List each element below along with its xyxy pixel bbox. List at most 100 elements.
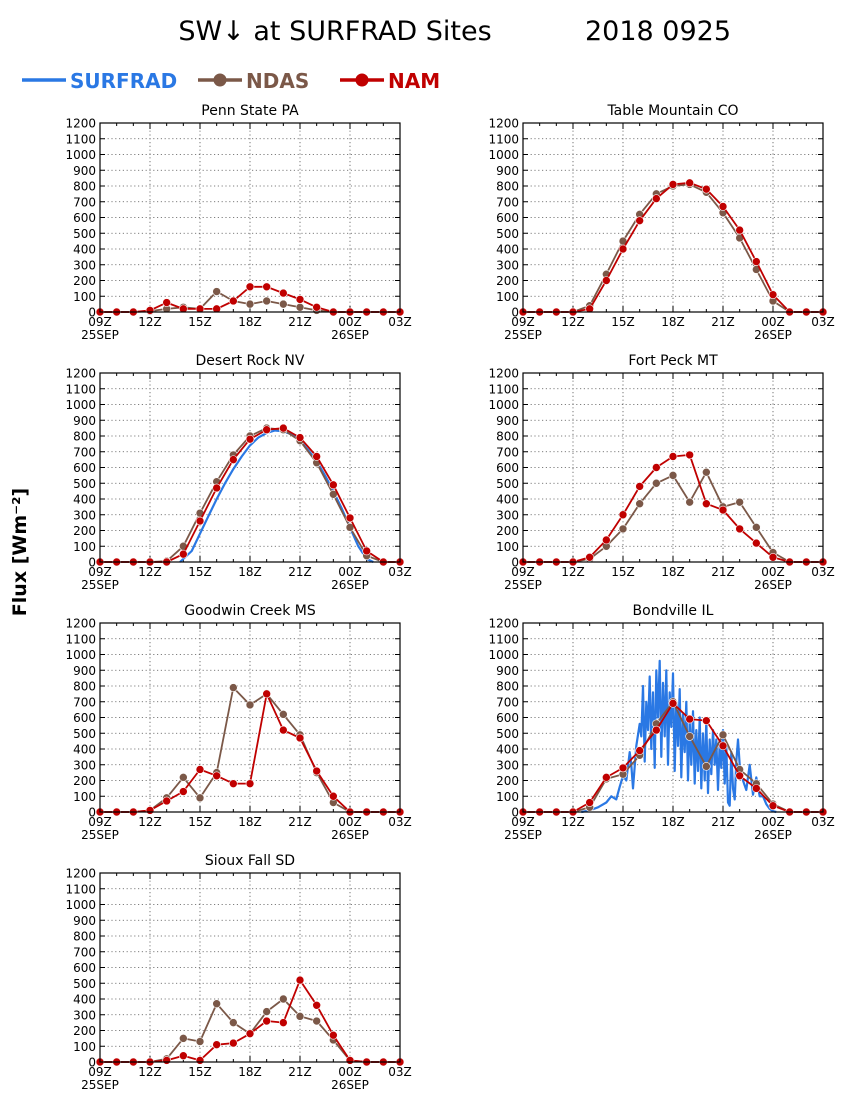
x-tick-label: 15Z bbox=[188, 565, 212, 579]
y-tick-label: 300 bbox=[496, 258, 519, 272]
y-tick-label: 1100 bbox=[65, 382, 96, 396]
panel-title: Goodwin Creek MS bbox=[184, 603, 316, 619]
x-date-label: 25SEP bbox=[81, 578, 119, 592]
data-point-nam bbox=[212, 483, 221, 493]
x-tick-label: 18Z bbox=[661, 815, 685, 829]
y-tick-label: 600 bbox=[73, 961, 96, 975]
data-point-nam bbox=[602, 535, 611, 545]
data-point-nam bbox=[312, 766, 321, 776]
x-tick-label: 09Z bbox=[511, 315, 535, 329]
data-point-nam bbox=[635, 482, 644, 491]
y-tick-label: 500 bbox=[73, 477, 96, 491]
panel-bondville-il: Bondville IL0100200300400500600700800900… bbox=[488, 603, 834, 842]
panels: Penn State PA010020030040050060070080090… bbox=[65, 103, 834, 1092]
x-tick-label: 03Z bbox=[811, 315, 835, 329]
data-point-ndas bbox=[262, 296, 271, 306]
y-tick-label: 900 bbox=[496, 664, 519, 678]
y-tick-label: 1000 bbox=[65, 898, 96, 912]
data-point-nam bbox=[312, 1000, 321, 1010]
data-point-nam bbox=[602, 276, 611, 285]
legend-label-ndas: NDAS bbox=[246, 69, 309, 93]
y-tick-label: 700 bbox=[496, 195, 519, 209]
y-tick-label: 1100 bbox=[65, 632, 96, 646]
y-tick-label: 1200 bbox=[488, 367, 519, 381]
y-tick-label: 200 bbox=[73, 274, 96, 288]
data-point-nam bbox=[195, 1056, 205, 1065]
y-tick-label: 100 bbox=[496, 790, 519, 804]
y-tick-label: 700 bbox=[496, 695, 519, 709]
data-point-nam bbox=[279, 1018, 288, 1027]
x-tick-label: 21Z bbox=[711, 315, 735, 329]
data-point-ndas bbox=[702, 762, 711, 771]
x-tick-label: 09Z bbox=[88, 565, 112, 579]
data-point-nam bbox=[635, 216, 644, 225]
y-tick-label: 1100 bbox=[488, 132, 519, 146]
legend-label-surfrad: SURFRAD bbox=[70, 69, 177, 93]
y-tick-label: 100 bbox=[73, 1040, 96, 1054]
data-point-nam bbox=[768, 801, 778, 811]
y-tick-label: 100 bbox=[73, 790, 96, 804]
data-point-nam bbox=[768, 552, 778, 562]
data-point-ndas bbox=[279, 710, 288, 719]
data-point-ndas bbox=[312, 1016, 321, 1026]
y-tick-label: 900 bbox=[73, 414, 96, 428]
y-tick-label: 300 bbox=[496, 508, 519, 522]
data-point-ndas bbox=[718, 730, 728, 740]
y-tick-label: 500 bbox=[496, 477, 519, 491]
legend-label-nam: NAM bbox=[388, 69, 440, 93]
data-point-nam bbox=[145, 306, 155, 315]
panel-frame bbox=[99, 622, 401, 813]
data-point-nam bbox=[585, 552, 594, 562]
x-date-label: 25SEP bbox=[504, 828, 542, 842]
y-tick-label: 1200 bbox=[65, 117, 96, 131]
x-tick-label: 18Z bbox=[238, 315, 262, 329]
figure-date: 2018 0925 bbox=[585, 16, 731, 47]
x-tick-label: 21Z bbox=[288, 565, 312, 579]
y-tick-label: 700 bbox=[73, 945, 96, 959]
y-tick-label: 200 bbox=[496, 274, 519, 288]
data-point-ndas bbox=[245, 700, 255, 710]
y-tick-label: 1000 bbox=[488, 648, 519, 662]
data-point-nam bbox=[212, 771, 221, 781]
panel-title: Penn State PA bbox=[201, 103, 299, 119]
x-tick-label: 00Z bbox=[761, 565, 785, 579]
x-date-label: 26SEP bbox=[754, 828, 792, 842]
data-point-ndas bbox=[245, 299, 255, 309]
x-tick-label: 09Z bbox=[511, 565, 535, 579]
panel-sioux-fall-sd: Sioux Fall SD010020030040050060070080090… bbox=[65, 853, 411, 1092]
data-point-ndas bbox=[262, 1007, 271, 1016]
y-tick-label: 0 bbox=[511, 556, 519, 570]
x-tick-label: 03Z bbox=[811, 565, 835, 579]
x-tick-label: 21Z bbox=[288, 1065, 312, 1079]
y-tick-label: 300 bbox=[73, 258, 96, 272]
data-point-nam bbox=[752, 538, 761, 548]
data-point-nam bbox=[312, 302, 321, 312]
y-tick-label: 600 bbox=[73, 211, 96, 225]
legend: SURFRAD NDAS NAM bbox=[22, 69, 440, 93]
y-tick-label: 1000 bbox=[65, 148, 96, 162]
y-tick-label: 1000 bbox=[488, 398, 519, 412]
data-point-ndas bbox=[685, 732, 694, 741]
y-tick-label: 800 bbox=[73, 930, 96, 944]
x-date-label: 26SEP bbox=[754, 578, 792, 592]
y-tick-label: 900 bbox=[73, 914, 96, 928]
y-tick-label: 300 bbox=[496, 758, 519, 772]
data-point-nam bbox=[162, 1056, 171, 1065]
x-tick-label: 00Z bbox=[338, 315, 362, 329]
y-tick-label: 0 bbox=[88, 556, 96, 570]
y-tick-label: 200 bbox=[496, 524, 519, 538]
data-point-nam bbox=[229, 296, 238, 306]
data-point-nam bbox=[262, 689, 271, 699]
data-point-ndas bbox=[229, 1018, 238, 1027]
y-tick-label: 1200 bbox=[488, 617, 519, 631]
data-point-ndas bbox=[295, 302, 305, 312]
y-tick-label: 600 bbox=[496, 211, 519, 225]
x-tick-label: 12Z bbox=[561, 315, 585, 329]
y-tick-label: 1100 bbox=[65, 132, 96, 146]
x-tick-label: 03Z bbox=[388, 1065, 412, 1079]
x-tick-label: 12Z bbox=[138, 565, 162, 579]
y-tick-label: 1100 bbox=[488, 632, 519, 646]
y-tick-label: 600 bbox=[73, 711, 96, 725]
x-tick-label: 09Z bbox=[88, 315, 112, 329]
